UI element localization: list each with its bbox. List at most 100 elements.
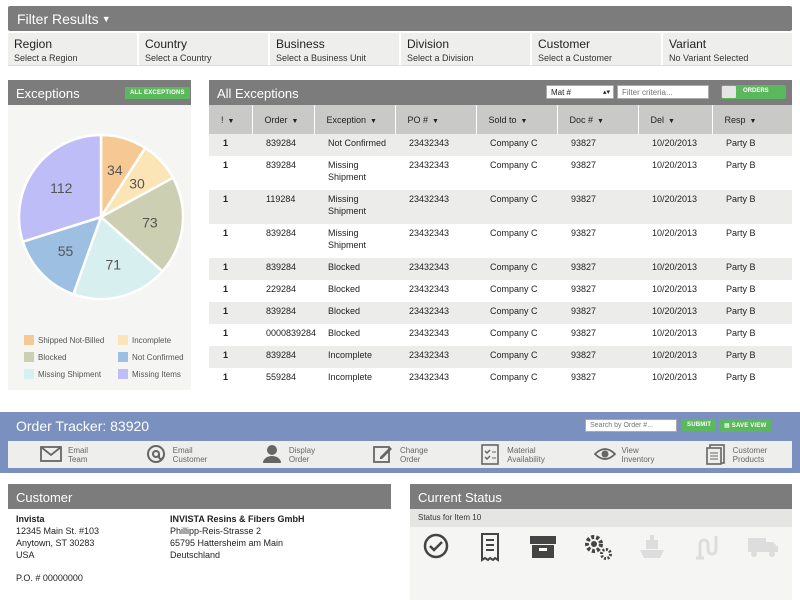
table-row[interactable]: 1 119284 Missing Shipment 23432343 Company C… <box>209 190 792 224</box>
tool-label-line: Customer <box>172 454 208 464</box>
material-select[interactable]: Mat # ▴▾ <box>546 85 614 99</box>
customer-name: Invista <box>16 514 45 524</box>
table-row[interactable]: 1 839284 Blocked 23432343 Company C 93827 10/2… <box>209 302 792 324</box>
table-row[interactable]: 1 839284 Missing Shipment 23432343 Company C… <box>209 224 792 258</box>
table-cell: Company C <box>476 134 557 156</box>
eye-icon <box>593 448 616 460</box>
tool-display-order[interactable]: Display Order <box>232 441 344 468</box>
receipt-icon <box>481 533 499 562</box>
table-cell: Blocked <box>314 302 395 324</box>
table-cell: Company C <box>476 346 557 368</box>
filter-results-header[interactable]: Filter Results ▼ <box>8 6 792 31</box>
table-cell: 10/20/2013 <box>652 328 698 338</box>
table-cell: 23432343 <box>395 346 476 368</box>
select-arrows-icon: ▴▾ <box>602 89 610 96</box>
pie-value-label: 73 <box>142 215 158 231</box>
filter-value: Select a Business Unit <box>276 53 367 63</box>
table-cell: 10/20/2013 <box>652 372 698 382</box>
table-cell: 119284 <box>252 190 314 224</box>
legend-label: Shipped Not-Billed <box>38 336 105 345</box>
table-cell: 1 <box>209 134 252 156</box>
column-header[interactable]: Exception ▼ <box>314 105 396 134</box>
table-cell: 1 <box>209 302 252 324</box>
exceptions-pie-chart[interactable]: 34 30 73 71 55 112 <box>16 132 186 302</box>
table-header-row: ! ▼ Order ▼ Exception ▼ PO # ▼ Sold to ▼ Doc # ▼ Del… <box>209 105 793 134</box>
pie-slice-blocked[interactable] <box>98 176 185 274</box>
column-header[interactable]: PO # ▼ <box>395 105 477 134</box>
table-cell: 23432343 <box>409 160 450 170</box>
table-cell: 93827 <box>571 328 597 338</box>
table-row[interactable]: 1 559284 Incomplete 23432343 Company C 93827 1… <box>209 368 792 390</box>
table-row[interactable]: 1 839284 Blocked 23432343 Company C 93827 10/2… <box>209 258 792 280</box>
table-row[interactable]: 1 839284 Incomplete 23432343 Company C 93827 1… <box>209 346 792 368</box>
table-cell: 839284 <box>252 258 314 280</box>
legend-swatch <box>24 369 34 379</box>
filter-customer[interactable]: Customer Select a Customer <box>532 33 661 65</box>
filter-country[interactable]: Country Select a Country <box>139 33 268 65</box>
legend-label: Not Confirmed <box>132 353 184 362</box>
table-row[interactable]: 1 839284 Missing Shipment 23432343 Company C… <box>209 156 792 190</box>
table-cell: 1 <box>223 284 229 294</box>
customer-address: Invista 12345 Main St. #103 Anytown, ST … <box>16 513 99 561</box>
pie-slice-missing-items[interactable] <box>17 133 103 244</box>
filter-value: No Variant Selected <box>669 53 749 63</box>
table-cell: Party B <box>726 328 756 338</box>
filter-business[interactable]: Business Select a Business Unit <box>270 33 399 65</box>
pie-value-label: 112 <box>50 180 73 196</box>
table-cell: Company C <box>476 190 557 224</box>
ship-to-address: INVISTA Resins & Fibers GmbH Phillipp-Re… <box>170 513 305 561</box>
table-cell: 10/20/2013 <box>638 134 712 156</box>
column-header[interactable]: Del ▼ <box>638 105 713 134</box>
customer-panel: Customer Invista 12345 Main St. #103 Any… <box>8 484 391 600</box>
column-header[interactable]: Order ▼ <box>252 105 315 134</box>
tool-customer-products[interactable]: Customer Products <box>680 441 792 468</box>
column-header[interactable]: Sold to ▼ <box>476 105 558 134</box>
status-icons <box>410 532 792 566</box>
legend-label: Incomplete <box>132 336 172 345</box>
table-cell: Company C <box>490 228 538 238</box>
table-cell: 1 <box>223 372 229 382</box>
filter-region[interactable]: Region Select a Region <box>8 33 137 65</box>
tool-change-order[interactable]: Change Order <box>344 441 456 468</box>
save-view-button[interactable]: ▦ SAVE VIEW <box>719 419 772 432</box>
table-cell: 229284 <box>266 284 297 294</box>
tool-email-team[interactable]: Email Team <box>8 441 120 468</box>
table-cell: 23432343 <box>395 190 476 224</box>
table-row[interactable]: 1 0000839284 Blocked 23432343 Company C 93827… <box>209 324 792 346</box>
table-cell: Company C <box>490 372 538 382</box>
order-search-input[interactable] <box>585 419 677 432</box>
tool-label-line: Order <box>288 454 310 464</box>
filter-criteria-input[interactable] <box>617 85 709 99</box>
filter-variant[interactable]: Variant No Variant Selected <box>663 33 792 65</box>
column-header[interactable]: Doc # ▼ <box>557 105 639 134</box>
filter-division[interactable]: Division Select a Division <box>401 33 530 65</box>
column-header[interactable]: ! ▼ <box>209 105 253 134</box>
document-icon <box>705 444 725 465</box>
material-select-value: Mat # <box>551 88 572 97</box>
tool-label: Material Availability <box>507 446 545 464</box>
orders-toggle[interactable]: ORDERS <box>721 85 786 99</box>
tool-label-line: Display <box>288 445 316 455</box>
table-cell: 839284 <box>266 160 297 170</box>
table-cell: Not Confirmed <box>314 134 395 156</box>
pie-slice-missing-shipment[interactable] <box>71 214 165 301</box>
address-line: USA <box>16 550 35 560</box>
column-header[interactable]: Resp ▼ <box>712 105 793 134</box>
table-cell: 10/20/2013 <box>638 302 712 324</box>
tool-email-customer[interactable]: Email Customer <box>120 441 232 468</box>
all-exceptions-button[interactable]: ALL EXCEPTIONS <box>125 87 190 99</box>
tool-material-availability[interactable]: Material Availability <box>456 441 568 468</box>
table-cell: 0000839284 <box>266 328 317 338</box>
table-cell: 10/20/2013 <box>652 160 698 170</box>
table-cell: 10/20/2013 <box>652 284 698 294</box>
table-row[interactable]: 1 839284 Not Confirmed 23432343 Company C 938… <box>209 134 792 156</box>
table-row[interactable]: 1 229284 Blocked 23432343 Company C 93827 10/2… <box>209 280 792 302</box>
chevron-down-icon[interactable]: ▼ <box>101 14 111 24</box>
filter-label: Variant <box>669 37 707 51</box>
table-cell: 93827 <box>557 190 638 224</box>
submit-button[interactable]: SUBMIT <box>682 419 717 431</box>
filter-value: Select a Region <box>14 53 78 63</box>
ship-to-name: INVISTA Resins & Fibers GmbH <box>170 514 305 524</box>
tool-label: Email Customer <box>173 446 208 464</box>
tool-view-inventory[interactable]: View Inventory <box>568 441 680 468</box>
